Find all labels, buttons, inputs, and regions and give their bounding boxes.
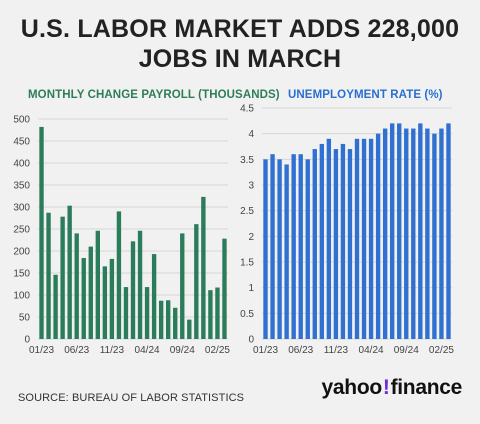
payroll-bar — [208, 290, 213, 339]
unemployment-bar — [305, 159, 310, 339]
logo-word-finance: finance — [390, 376, 463, 399]
payroll-bar-chart: 0 50 100 150 200 250 300 350 400 450 500 01/23 06/23… — [13, 115, 230, 357]
unemployment-bar — [397, 123, 402, 340]
unemployment-bar — [390, 123, 395, 340]
unemployment-bar — [270, 154, 275, 339]
unemployment-bar — [382, 128, 388, 339]
payroll-y-tick-label: 100 — [13, 291, 30, 302]
payroll-bar — [46, 212, 51, 339]
unemployment-x-tick-label: 01/23 — [253, 345, 278, 356]
payroll-bar — [151, 254, 157, 339]
unemployment-y-tick-label: 4 — [248, 129, 254, 140]
unemployment-bar — [312, 149, 317, 339]
unemployment-bar — [326, 138, 332, 339]
unemployment-bar — [277, 159, 282, 339]
payroll-bar — [215, 287, 220, 339]
unemployment-bar — [411, 128, 416, 339]
payroll-bar — [95, 230, 100, 339]
headline: U.S. LABOR MARKET ADDS 228,000 JOBS IN M… — [0, 14, 480, 74]
payroll-y-tick-label: 50 — [19, 313, 31, 324]
unemployment-x-tick-label: 11/23 — [324, 345, 349, 356]
headline-line-1: U.S. LABOR MARKET ADDS 228,000 — [20, 15, 460, 43]
unemployment-bar — [368, 138, 374, 339]
unemployment-bar — [432, 133, 437, 339]
unemployment-bar — [291, 154, 296, 339]
unemployment-bar — [354, 138, 360, 339]
payroll-bar — [102, 266, 108, 339]
payroll-bar — [123, 287, 129, 339]
payroll-y-tick-label: 150 — [13, 269, 30, 280]
payroll-x-tick-label: 06/23 — [64, 345, 89, 356]
unemployment-x-tick-label: 02/25 — [429, 345, 454, 356]
payroll-y-tick-label: 300 — [13, 203, 30, 214]
unemployment-bar — [439, 128, 444, 339]
unemployment-y-tick-label: 1 — [248, 283, 254, 294]
payroll-x-tick-label: 09/24 — [170, 345, 195, 356]
payroll-bar — [194, 224, 199, 339]
payroll-bar — [60, 216, 65, 339]
payroll-bar — [158, 300, 164, 339]
unemployment-bar — [446, 123, 451, 340]
unemployment-bar — [340, 143, 346, 339]
unemployment-bar — [263, 159, 268, 339]
unemployment-y-tick-label: 0 — [248, 335, 254, 346]
unemployment-bar — [418, 123, 423, 340]
payroll-bar — [173, 307, 178, 339]
payroll-chart-title: MONTHLY CHANGE PAYROLL (THOUSANDS) — [28, 89, 280, 101]
unemployment-y-tick-label: 2.5 — [240, 206, 254, 217]
payroll-bar — [187, 319, 192, 339]
payroll-bar — [53, 274, 58, 339]
payroll-bar — [137, 230, 143, 339]
payroll-y-tick-label: 0 — [24, 335, 30, 346]
payroll-bar — [130, 241, 136, 339]
payroll-bar — [67, 205, 72, 339]
unemployment-x-tick-label: 09/24 — [394, 345, 419, 356]
unemployment-bar — [425, 128, 430, 339]
unemployment-bar — [404, 128, 409, 339]
payroll-bar — [116, 211, 122, 339]
payroll-y-tick-label: 450 — [13, 137, 30, 148]
payroll-bar — [74, 233, 79, 339]
unemployment-bar — [375, 133, 381, 339]
headline-line-2: JOBS IN MARCH — [138, 45, 342, 73]
yahoo-finance-logo: yahoo!finance — [321, 376, 463, 400]
payroll-bar — [166, 300, 171, 339]
source-note: SOURCE: BUREAU OF LABOR STATISTICS — [18, 392, 245, 404]
payroll-bar — [144, 287, 150, 339]
unemployment-chart-title: UNEMPLOYMENT RATE (%) — [288, 89, 443, 101]
payroll-bar — [81, 258, 86, 339]
payroll-y-tick-label: 400 — [13, 159, 30, 170]
payroll-bar — [180, 233, 185, 339]
unemployment-x-tick-label: 04/24 — [359, 345, 384, 356]
unemployment-bar — [361, 138, 367, 339]
payroll-bar — [222, 238, 227, 339]
logo-exclamation-mark: ! — [382, 376, 390, 399]
payroll-y-tick-label: 200 — [13, 247, 30, 258]
unemployment-y-tick-label: 1.5 — [240, 258, 254, 269]
payroll-x-tick-label: 04/24 — [135, 345, 160, 356]
unemployment-bar — [347, 149, 353, 339]
unemployment-y-tick-label: 0.5 — [240, 309, 254, 320]
payroll-bar — [109, 258, 115, 339]
payroll-x-tick-label: 01/23 — [29, 345, 54, 356]
payroll-bar — [39, 126, 44, 339]
payroll-y-tick-label: 250 — [13, 225, 30, 236]
payroll-bar — [88, 246, 93, 339]
payroll-x-tick-label: 11/23 — [100, 345, 125, 356]
payroll-y-tick-label: 500 — [13, 115, 30, 126]
unemployment-y-tick-label: 3.5 — [240, 155, 254, 166]
unemployment-bar — [319, 143, 324, 339]
unemployment-bar — [284, 164, 289, 339]
payroll-y-tick-label: 350 — [13, 181, 30, 192]
unemployment-y-tick-label: 3 — [248, 181, 254, 192]
unemployment-bar — [298, 154, 303, 339]
unemployment-y-tick-label: 2 — [248, 232, 254, 243]
unemployment-bar-chart: 0 0.5 1 1.5 2 2.5 3 3.5 4 4.5 01/23 06/23 11/23 04/24… — [240, 104, 454, 357]
logo-word-yahoo: yahoo — [321, 376, 383, 399]
unemployment-bar — [333, 149, 339, 339]
payroll-bar — [201, 196, 206, 339]
unemployment-y-tick-label: 4.5 — [240, 104, 254, 115]
unemployment-x-tick-label: 06/23 — [288, 345, 313, 356]
payroll-x-tick-label: 02/25 — [205, 345, 230, 356]
